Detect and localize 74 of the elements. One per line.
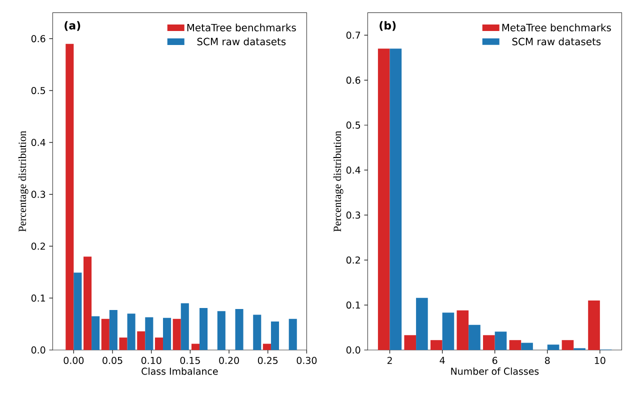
y-tick-label: 0.5 bbox=[31, 86, 46, 94]
bar bbox=[163, 318, 172, 350]
bar bbox=[101, 318, 110, 350]
bar bbox=[442, 312, 454, 350]
x-tick-label: 8 bbox=[545, 356, 550, 364]
y-tick-label: 0.6 bbox=[31, 35, 46, 42]
bar bbox=[109, 310, 118, 350]
bar bbox=[74, 272, 82, 350]
x-tick-label: 0.10 bbox=[141, 356, 162, 364]
annotation: (b) bbox=[380, 21, 396, 31]
bar bbox=[180, 303, 189, 350]
y-axis-title: Percentage distribution bbox=[18, 130, 28, 232]
bar bbox=[119, 338, 128, 350]
bar bbox=[270, 321, 280, 350]
bar bbox=[547, 344, 560, 350]
y-tick-label: 0.1 bbox=[346, 301, 360, 309]
bar bbox=[416, 298, 428, 350]
bar bbox=[588, 300, 600, 350]
bar bbox=[262, 344, 271, 350]
bar bbox=[521, 342, 533, 350]
x-tick-label: 0.00 bbox=[64, 356, 84, 364]
y-tick-label: 0.7 bbox=[346, 32, 360, 39]
x-tick-label: 0.25 bbox=[258, 356, 278, 364]
x-axis-title: Number of Classes bbox=[451, 368, 539, 375]
legend-label: SCM raw datasets bbox=[512, 38, 601, 46]
legend-label: MetaTree benchmarks bbox=[502, 24, 611, 32]
x-axis-title: Class Imbalance bbox=[142, 368, 218, 375]
bar bbox=[92, 316, 100, 350]
bar bbox=[145, 317, 154, 350]
bar bbox=[66, 44, 74, 350]
y-tick-label: 0.3 bbox=[346, 211, 360, 219]
bar bbox=[509, 340, 522, 350]
y-tick-label: 0.4 bbox=[346, 166, 360, 174]
y-tick-label: 0.3 bbox=[31, 190, 46, 198]
x-tick-label: 10 bbox=[594, 356, 606, 364]
bar bbox=[200, 308, 208, 350]
bar bbox=[456, 310, 469, 350]
x-tick-label: 0.05 bbox=[102, 356, 122, 364]
x-tick-label: 0.20 bbox=[219, 356, 239, 364]
bar bbox=[404, 335, 416, 350]
y-tick-label: 0.1 bbox=[31, 294, 45, 302]
x-tick-label: 6 bbox=[492, 356, 498, 364]
bar bbox=[253, 314, 262, 350]
bar bbox=[562, 340, 574, 350]
y-tick-label: 0.2 bbox=[31, 242, 45, 250]
bar bbox=[127, 314, 136, 350]
bar bbox=[191, 344, 200, 350]
bar bbox=[378, 48, 390, 350]
y-tick-label: 0.5 bbox=[346, 122, 360, 129]
bar bbox=[84, 256, 92, 350]
y-tick-label: 0.0 bbox=[31, 346, 46, 354]
bar bbox=[430, 340, 442, 350]
x-tick-label: 4 bbox=[440, 356, 445, 364]
legend-label: SCM raw datasets bbox=[197, 38, 286, 46]
y-axis-title: Percentage distribution bbox=[333, 130, 344, 232]
bar bbox=[137, 331, 146, 350]
bar bbox=[154, 338, 164, 350]
y-tick-label: 0.2 bbox=[346, 256, 360, 264]
y-tick-label: 0.4 bbox=[31, 138, 46, 146]
x-tick-label: 0.15 bbox=[180, 356, 200, 364]
bar bbox=[468, 324, 480, 350]
bar bbox=[494, 332, 507, 350]
bar bbox=[217, 311, 226, 350]
bar bbox=[172, 318, 181, 350]
bar bbox=[390, 48, 402, 350]
annotation: (a) bbox=[64, 21, 80, 31]
bar bbox=[483, 335, 495, 350]
legend-label: MetaTree benchmarks bbox=[187, 24, 296, 32]
bar bbox=[288, 318, 297, 350]
y-tick-label: 0.0 bbox=[346, 346, 360, 354]
bar bbox=[235, 309, 244, 350]
x-tick-label: 0.30 bbox=[296, 356, 317, 364]
x-tick-label: 2 bbox=[387, 356, 392, 364]
y-tick-label: 0.6 bbox=[346, 76, 360, 84]
